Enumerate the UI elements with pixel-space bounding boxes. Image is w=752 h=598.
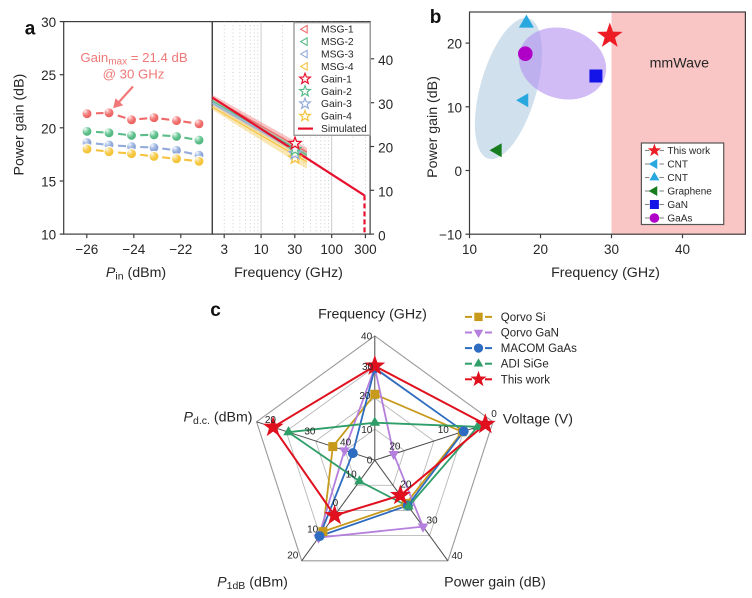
svg-text:10: 10 xyxy=(41,228,56,243)
svg-text:0: 0 xyxy=(491,409,497,420)
svg-text:30: 30 xyxy=(426,515,438,526)
svg-text:Graphene: Graphene xyxy=(667,186,712,197)
svg-text:Qorvo Si: Qorvo Si xyxy=(501,312,546,324)
svg-text:This work: This work xyxy=(501,374,550,386)
svg-text:−22: −22 xyxy=(169,242,192,257)
svg-text:−26: −26 xyxy=(75,242,98,257)
svg-text:300: 300 xyxy=(354,242,377,257)
svg-text:This work: This work xyxy=(667,146,711,157)
svg-text:20: 20 xyxy=(41,121,56,136)
svg-text:30: 30 xyxy=(362,362,374,373)
svg-text:Qorvo GaN: Qorvo GaN xyxy=(501,328,559,340)
svg-text:Gain-4: Gain-4 xyxy=(321,112,352,123)
svg-text:25: 25 xyxy=(41,68,56,83)
svg-text:MACOM GaAs: MACOM GaAs xyxy=(501,343,577,355)
svg-text:MSG-4: MSG-4 xyxy=(321,62,354,73)
svg-text:0: 0 xyxy=(333,498,339,509)
svg-text:20: 20 xyxy=(265,415,277,426)
svg-text:MSG-3: MSG-3 xyxy=(321,50,354,61)
svg-text:Power gain (dB): Power gain (dB) xyxy=(425,76,441,178)
svg-text:3: 3 xyxy=(220,242,228,257)
svg-text:20: 20 xyxy=(287,551,299,562)
svg-text:MSG-1: MSG-1 xyxy=(321,25,354,36)
svg-text:10: 10 xyxy=(438,425,450,436)
svg-text:ADI SiGe: ADI SiGe xyxy=(501,359,549,371)
svg-text:10: 10 xyxy=(361,425,373,436)
svg-text:CNT: CNT xyxy=(667,173,688,184)
svg-text:15: 15 xyxy=(41,175,56,190)
svg-text:30: 30 xyxy=(41,15,56,30)
svg-text:Pin (dBm): Pin (dBm) xyxy=(106,265,166,283)
svg-text:Gain-3: Gain-3 xyxy=(321,99,352,110)
svg-text:Gainmax = 21.4 dB: Gainmax = 21.4 dB xyxy=(80,50,187,68)
svg-text:−10: −10 xyxy=(439,228,462,243)
svg-text:Simulated: Simulated xyxy=(321,124,367,135)
svg-text:a: a xyxy=(25,19,36,40)
svg-text:10: 10 xyxy=(346,470,358,481)
svg-text:30: 30 xyxy=(378,97,393,112)
svg-text:Frequency (GHz): Frequency (GHz) xyxy=(234,265,343,281)
svg-text:−24: −24 xyxy=(122,242,145,257)
svg-text:30: 30 xyxy=(304,427,316,438)
svg-text:Power gain (dB): Power gain (dB) xyxy=(444,575,546,591)
svg-text:Voltage (V): Voltage (V) xyxy=(503,411,573,427)
svg-text:10: 10 xyxy=(254,242,269,257)
svg-text:CNT: CNT xyxy=(667,159,688,170)
svg-text:100: 100 xyxy=(320,242,343,257)
svg-text:GaN: GaN xyxy=(667,200,688,211)
svg-text:GaAs: GaAs xyxy=(667,213,692,224)
svg-text:10: 10 xyxy=(462,242,477,257)
svg-text:mmWave: mmWave xyxy=(650,55,709,71)
svg-text:Power gain (dB): Power gain (dB) xyxy=(12,74,28,176)
svg-text:20: 20 xyxy=(359,391,371,402)
svg-text:30: 30 xyxy=(604,242,619,257)
svg-text:40: 40 xyxy=(340,438,352,449)
svg-text:40: 40 xyxy=(378,53,393,68)
svg-text:10: 10 xyxy=(447,100,462,115)
svg-text:Gain-1: Gain-1 xyxy=(321,74,352,85)
svg-text:20: 20 xyxy=(389,441,401,452)
svg-text:20: 20 xyxy=(447,37,462,52)
svg-text:Pd.c. (dBm): Pd.c. (dBm) xyxy=(184,410,253,428)
svg-text:c: c xyxy=(210,300,221,321)
svg-text:MSG-2: MSG-2 xyxy=(321,37,354,48)
svg-text:b: b xyxy=(430,7,442,28)
svg-text:40: 40 xyxy=(451,551,463,562)
svg-text:Gain-2: Gain-2 xyxy=(321,87,352,98)
svg-text:40: 40 xyxy=(361,332,373,343)
svg-text:Frequency (GHz): Frequency (GHz) xyxy=(551,265,660,281)
svg-text:@ 30 GHz: @ 30 GHz xyxy=(103,67,165,82)
svg-text:0: 0 xyxy=(378,228,386,243)
svg-text:20: 20 xyxy=(400,480,412,491)
svg-text:20: 20 xyxy=(378,141,393,156)
svg-text:10: 10 xyxy=(378,185,393,200)
svg-text:0: 0 xyxy=(367,456,373,467)
svg-text:0: 0 xyxy=(454,164,462,179)
svg-text:30: 30 xyxy=(287,242,302,257)
svg-text:10: 10 xyxy=(307,524,319,535)
svg-text:P1dB (dBm): P1dB (dBm) xyxy=(217,575,288,593)
svg-text:20: 20 xyxy=(533,242,548,257)
svg-text:Frequency (GHz): Frequency (GHz) xyxy=(318,307,427,323)
svg-text:40: 40 xyxy=(675,242,690,257)
